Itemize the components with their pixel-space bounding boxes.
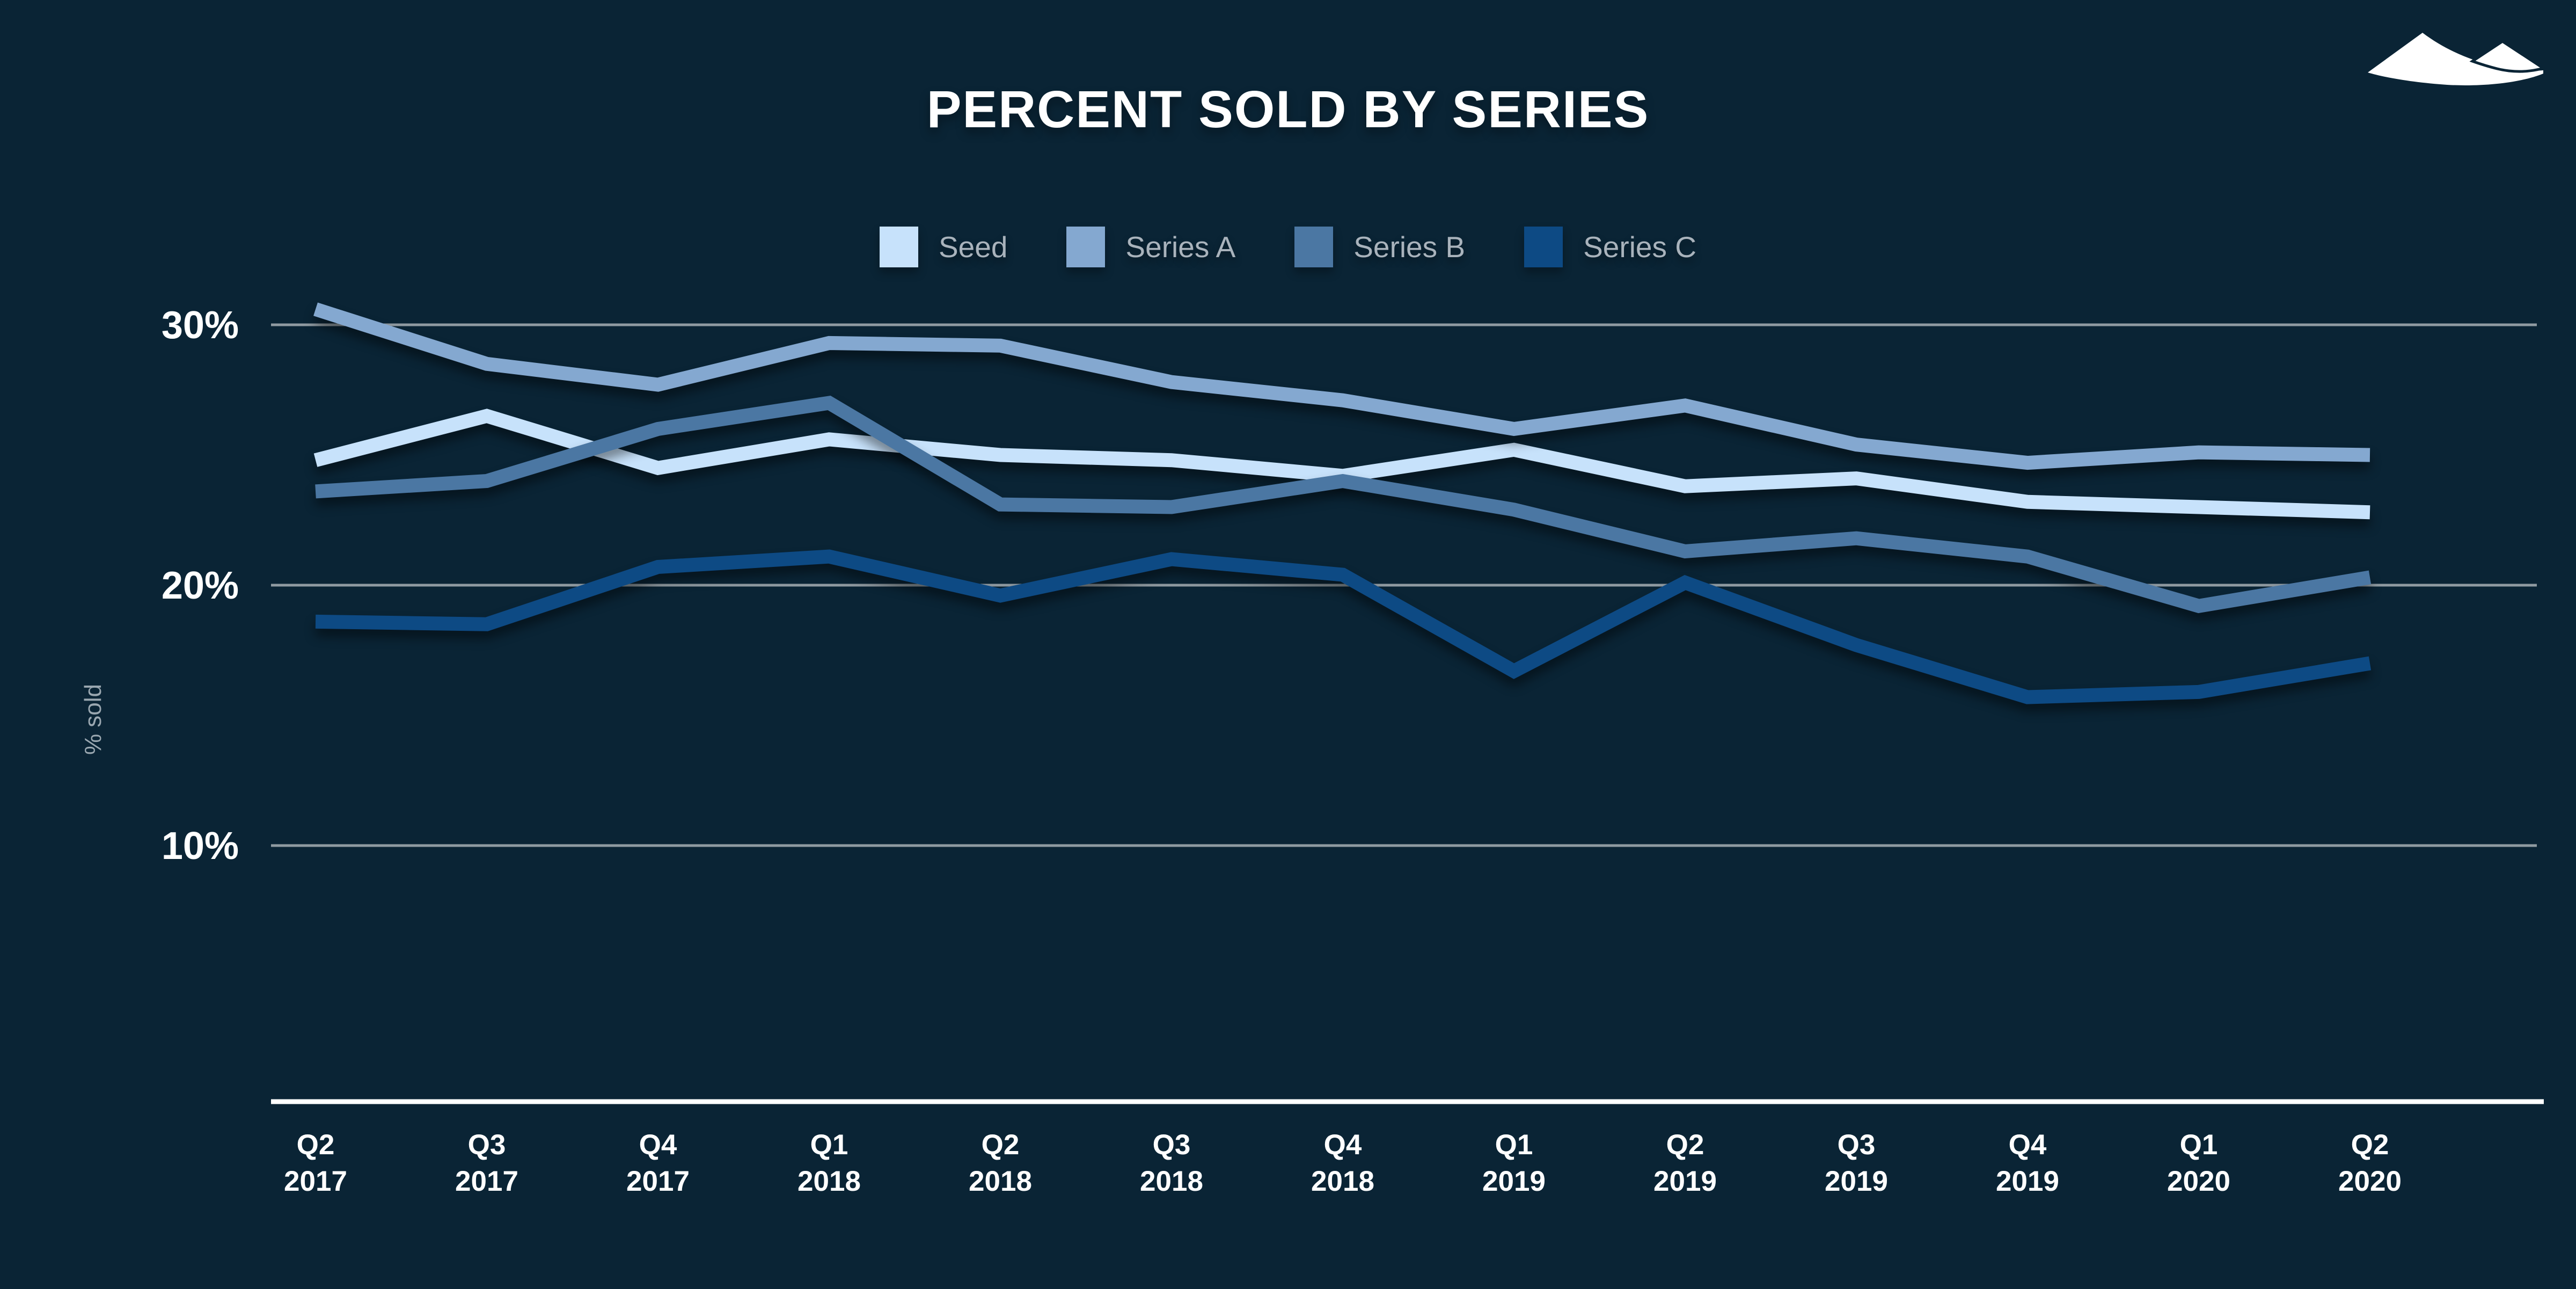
chart-legend: Seed Series A Series B Series C <box>0 225 2576 268</box>
x-tick-label: Q2 2019 <box>1653 1129 1717 1197</box>
legend-item-series-c: Series C <box>1524 227 1696 267</box>
legend-item-series-b: Series B <box>1294 227 1465 267</box>
legend-item-series-a: Series A <box>1066 227 1235 267</box>
legend-swatch-series-a <box>1066 227 1106 267</box>
legend-label: Series A <box>1125 230 1236 264</box>
chart-title: PERCENT SOLD BY SERIES <box>926 80 1650 139</box>
mountains-logo-icon <box>2368 33 2546 85</box>
x-tick-label: Q1 2019 <box>1482 1129 1546 1197</box>
legend-swatch-series-b <box>1294 227 1334 267</box>
x-tick-label: Q1 2020 <box>2167 1129 2230 1197</box>
legend-label: Series C <box>1583 230 1697 264</box>
x-tick-label: Q3 2018 <box>1140 1129 1203 1197</box>
legend-label: Series B <box>1353 230 1466 264</box>
x-tick-label: Q2 2018 <box>969 1129 1032 1197</box>
legend-label: Seed <box>938 230 1008 264</box>
y-tick-label: 20% <box>162 564 239 607</box>
x-tick-label: Q4 2017 <box>626 1129 690 1197</box>
x-tick-label: Q4 2019 <box>1996 1129 2059 1197</box>
x-tick-label: Q2 2017 <box>284 1129 347 1197</box>
y-tick-label: 10% <box>162 825 239 868</box>
x-tick-label: Q1 2018 <box>797 1129 861 1197</box>
x-tick-label: Q4 2018 <box>1311 1129 1374 1197</box>
series-line-series-c <box>315 549 2372 704</box>
x-tick-label: Q3 2019 <box>1825 1129 1888 1197</box>
series-line-series-a <box>313 302 2370 470</box>
x-tick-label: Q3 2017 <box>455 1129 518 1197</box>
legend-swatch-series-c <box>1524 227 1563 267</box>
x-tick-label: Q2 2020 <box>2338 1129 2402 1197</box>
y-tick-label: 30% <box>162 304 239 347</box>
series-line-series-b <box>315 395 2372 614</box>
legend-swatch-seed <box>879 227 918 267</box>
legend-item-seed: Seed <box>879 227 1008 267</box>
